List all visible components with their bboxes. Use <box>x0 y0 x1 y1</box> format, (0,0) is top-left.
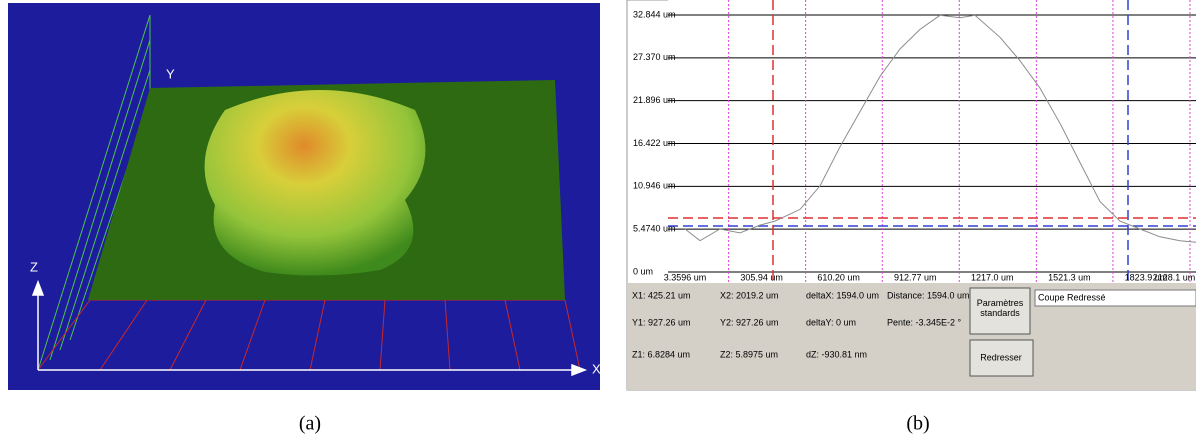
x-tick-label: 2128.1 um <box>1153 272 1196 282</box>
x-tick-label: 1823.9 um <box>1125 272 1168 282</box>
readout: deltaY: 0 um <box>806 317 856 327</box>
wall-grid <box>37 14 151 371</box>
y-tick-label: 32.844 um <box>633 9 676 19</box>
panel-b: X1: 425.21 um X2: 2019.2 um deltaX: 1594.0… <box>626 0 1196 435</box>
input-value: Coupe Redressé <box>1038 292 1106 302</box>
axis-label: Y <box>166 66 175 81</box>
readout: X1: 425.21 um <box>632 290 691 300</box>
button-label-box: Paramètres standards <box>976 298 1024 318</box>
plot-background <box>668 0 1196 283</box>
y-tick-label: 5.4740 um <box>633 224 676 234</box>
readout: Z1: 6.8284 um <box>632 349 690 359</box>
x-tick-label: 1217.0 um <box>971 272 1014 282</box>
sample-bump <box>204 90 426 276</box>
readout: dZ: -930.81 nm <box>806 349 867 359</box>
caption: (a) <box>299 413 321 435</box>
panel-a: Y Z X (a) <box>8 3 601 435</box>
button[interactable] <box>969 287 1031 335</box>
x-tick-label: 3.3596 um <box>664 272 707 282</box>
button[interactable] <box>969 339 1034 377</box>
readout: Y1: 927.26 um <box>632 317 691 327</box>
y-tick-label: 10.946 um <box>633 181 676 191</box>
x-tick-label: 1521.3 um <box>1048 272 1091 282</box>
button-label: Paramètres standards <box>976 298 1024 318</box>
button-label: Redresser <box>980 352 1022 362</box>
x-tick-label: 610.20 um <box>817 272 860 282</box>
readouts: X1: 425.21 um X2: 2019.2 um deltaX: 1594.0… <box>632 290 970 359</box>
axes <box>31 279 588 377</box>
y-tick-label: 21.896 um <box>633 95 676 105</box>
caption: (b) <box>906 413 929 435</box>
profile-line <box>684 14 1196 243</box>
x-tick-label: 912.77 um <box>894 272 937 282</box>
y-tick-label: 27.370 um <box>633 52 676 62</box>
x-tick-label: 305.94 um <box>740 272 783 282</box>
y-tick-label: 0 um <box>633 266 653 276</box>
readout: deltaX: 1594.0 um <box>806 290 879 300</box>
y-tick-label: 16.422 um <box>633 138 676 148</box>
text-input[interactable] <box>1034 289 1196 307</box>
readout: Distance: 1594.0 um <box>887 290 970 300</box>
readout: Z2: 5.8975 um <box>720 349 778 359</box>
plot-area <box>668 0 1196 283</box>
readout: Pente: -3.345E-2 ° <box>887 317 962 327</box>
axis-label: X <box>592 361 601 376</box>
readout: X2: 2019.2 um <box>720 290 779 300</box>
axis-label: Z <box>30 259 38 274</box>
readout: Y2: 927.26 um <box>720 317 779 327</box>
